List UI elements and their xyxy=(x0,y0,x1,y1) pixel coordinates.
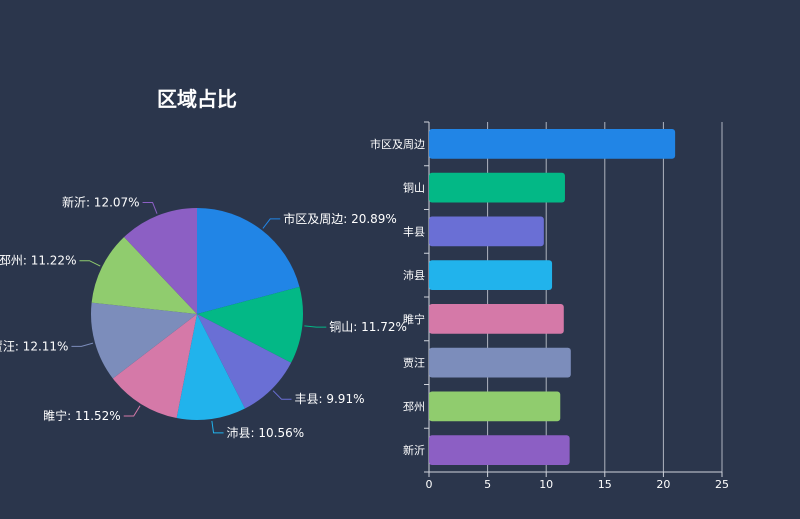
pie-label-5: 贾汪: 12.11% xyxy=(0,339,68,353)
bar-7 xyxy=(429,435,570,465)
y-tick-label-2: 丰县 xyxy=(403,225,425,238)
pie-label-line-6 xyxy=(79,260,101,267)
pie-label-line-3 xyxy=(211,420,224,434)
x-tick-label-5: 25 xyxy=(715,478,729,491)
pie-label-line-1 xyxy=(304,325,327,328)
pie-slice-3 xyxy=(176,314,246,421)
x-tick-label-2: 10 xyxy=(539,478,553,491)
y-tick-label-0: 市区及周边 xyxy=(370,137,425,151)
bar-2 xyxy=(429,216,544,247)
x-tick-label-3: 15 xyxy=(598,478,612,491)
pie-chart: 市区及周边: 20.89% 铜山: 11.72% 丰县: 9.91% 沛县: 10.5… xyxy=(0,195,407,440)
pie-label-line-0 xyxy=(262,218,281,229)
bar-4 xyxy=(429,304,564,334)
pie-slice-4 xyxy=(112,314,197,419)
pie-label-6: 邳州: 11.22% xyxy=(0,254,76,268)
pie-slice-2 xyxy=(197,314,292,409)
pie-label-line-2 xyxy=(272,390,292,400)
x-tick-label-1: 5 xyxy=(484,478,491,491)
y-tick-label-3: 沛县 xyxy=(403,268,425,282)
pie-label-4: 睢宁: 11.52% xyxy=(43,408,121,423)
pie-label-line-5 xyxy=(71,342,94,347)
y-tick-label-7: 新沂 xyxy=(403,443,425,457)
pie-label-line-4 xyxy=(123,405,141,417)
bar-6 xyxy=(429,391,561,422)
pie-label-7: 新沂: 12.07% xyxy=(62,195,140,210)
y-tick-label-5: 贾汪 xyxy=(403,357,425,370)
bar-0 xyxy=(429,129,676,159)
bar-1 xyxy=(429,172,565,203)
x-tick-label-0: 0 xyxy=(426,478,433,491)
pie-slice-7 xyxy=(124,208,197,314)
bar-3 xyxy=(429,260,553,290)
bar-5 xyxy=(429,347,571,378)
y-tick-label-1: 铜山 xyxy=(403,181,425,195)
pie-label-2: 丰县: 9.91% xyxy=(295,392,365,406)
pie-slice-0 xyxy=(197,208,300,314)
pie-label-1: 铜山: 11.72% xyxy=(329,319,407,334)
pie-slice-5 xyxy=(91,302,197,379)
x-tick-label-4: 20 xyxy=(656,478,670,491)
pie-label-3: 沛县: 10.56% xyxy=(227,426,305,440)
pie-slice-6 xyxy=(91,237,197,314)
pie-label-0: 市区及周边: 20.89% xyxy=(283,211,397,226)
pie-slice-1 xyxy=(197,286,304,363)
pie-title: 区域占比 xyxy=(157,87,237,111)
pie-label-line-7 xyxy=(142,202,158,214)
y-tick-label-4: 睢宁 xyxy=(403,312,425,326)
y-tick-label-6: 邳州 xyxy=(403,400,425,413)
